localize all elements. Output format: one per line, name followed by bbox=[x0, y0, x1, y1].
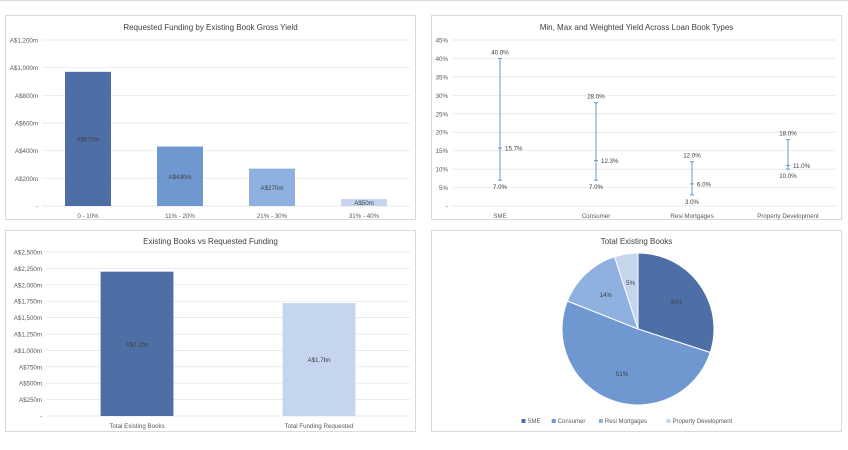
legend-swatch bbox=[598, 419, 603, 423]
y-tick-label: A$800m bbox=[15, 93, 38, 100]
bar bbox=[100, 271, 174, 416]
legend-swatch bbox=[666, 419, 671, 423]
y-tick-label: A$1,000m bbox=[14, 348, 42, 355]
y-tick-label: A$2,250m bbox=[14, 266, 42, 273]
x-tick-label: Total Funding Requested bbox=[285, 423, 354, 430]
y-tick-label: 40% bbox=[436, 56, 449, 63]
funding-by-yield-chart: Requested Funding by Existing Book Gross… bbox=[5, 15, 416, 220]
x-tick-label: 11% - 20% bbox=[165, 213, 195, 220]
bar bbox=[249, 168, 295, 206]
max-label: 28.0% bbox=[587, 94, 605, 101]
x-tick-label: Total Existing Books bbox=[109, 423, 164, 430]
y-tick-label: 20% bbox=[436, 130, 449, 137]
y-tick-label: A$1,750m bbox=[14, 299, 42, 306]
chart-title: Total Existing Books bbox=[600, 237, 673, 246]
max-label: 40.0% bbox=[491, 49, 509, 56]
y-tick-label: - bbox=[40, 414, 42, 421]
x-tick-label: 0 - 10% bbox=[77, 213, 99, 220]
y-tick-label: A$600m bbox=[15, 121, 38, 128]
min-label: 3.0% bbox=[685, 199, 700, 206]
slice-data-label: 5% bbox=[626, 280, 635, 287]
min-label: 10.0% bbox=[779, 173, 797, 180]
chart-title: Min, Max and Weighted Yield Across Loan … bbox=[539, 23, 734, 32]
min-label: 7.0% bbox=[493, 184, 508, 191]
y-tick-label: 35% bbox=[436, 74, 449, 81]
max-label: 18.0% bbox=[779, 131, 797, 138]
weighted-label: 12.3% bbox=[601, 158, 619, 165]
bar-data-label: A$430m bbox=[168, 174, 191, 181]
books-vs-funding-plot: - A$250m A$500m A$750m A$1,000m A$1,250m A$1,5… bbox=[14, 250, 410, 430]
weighted-label: 6.0% bbox=[697, 181, 712, 188]
total-existing-books-chart: Total Existing Books 30% 51% 14% 5% SME Consu… bbox=[431, 230, 842, 432]
yield-range-chart: Min, Max and Weighted Yield Across Loan … bbox=[431, 15, 842, 220]
min-label: 7.0% bbox=[589, 184, 604, 191]
y-tick-label: A$200m bbox=[15, 176, 38, 183]
y-tick-label: 45% bbox=[436, 38, 449, 45]
bar bbox=[157, 146, 203, 206]
legend-entry: Resi Mortgages bbox=[605, 419, 647, 425]
y-tick-label: A$2,000m bbox=[14, 282, 42, 289]
pie-slice bbox=[637, 252, 715, 354]
y-tick-label: A$500m bbox=[19, 381, 42, 388]
x-tick-label: 21% - 30% bbox=[257, 213, 288, 220]
bar-data-label: A$270m bbox=[260, 185, 283, 192]
y-tick-label: A$1,000m bbox=[10, 65, 38, 72]
x-tick-label: Consumer bbox=[582, 213, 611, 220]
legend-swatch bbox=[551, 419, 556, 423]
y-tick-label: A$1,250m bbox=[14, 332, 42, 339]
books-vs-funding-chart: Existing Books vs Requested Funding - A$2… bbox=[5, 230, 416, 432]
y-tick-label: A$1,200m bbox=[10, 38, 38, 45]
weighted-label: 11.0% bbox=[793, 163, 811, 170]
funding-by-yield-plot: - A$200m A$400m A$600m A$800m A$1,000m A$1,200… bbox=[10, 38, 410, 220]
yield-range-plot: - 5% 10% 15% 20% 25% 30% 35% 40% 45% 40.0% 15.7% 7.0… bbox=[436, 38, 836, 220]
x-tick-label: Resi Mortgages bbox=[670, 213, 713, 220]
bar bbox=[341, 199, 387, 206]
max-label: 12.0% bbox=[683, 153, 701, 160]
bar-data-label: A$50m bbox=[354, 200, 374, 207]
legend-entry: Consumer bbox=[558, 419, 586, 425]
slice-data-label: 30% bbox=[670, 299, 683, 306]
pie-slice bbox=[613, 252, 639, 330]
y-tick-label: A$2,500m bbox=[14, 250, 42, 257]
x-tick-label: Property Development bbox=[757, 213, 819, 220]
slice-data-label: 14% bbox=[600, 292, 613, 299]
legend-swatch bbox=[521, 419, 526, 423]
weighted-label: 15.7% bbox=[505, 146, 523, 153]
y-tick-label: 5% bbox=[439, 185, 448, 192]
total-existing-books-plot: 30% 51% 14% 5% SME Consumer Resi Mortgages Prop… bbox=[521, 252, 733, 425]
slice-data-label: 51% bbox=[616, 371, 629, 378]
bar-data-label: A$970m bbox=[76, 136, 99, 143]
bar-data-label: A$2.2bn bbox=[125, 341, 149, 348]
x-tick-label: 31% - 40% bbox=[349, 213, 380, 220]
x-tick-label: SME bbox=[493, 213, 506, 220]
bar bbox=[65, 71, 111, 206]
y-tick-label: A$250m bbox=[19, 397, 42, 404]
bar-data-label: A$1.7bn bbox=[307, 357, 331, 364]
y-tick-label: A$400m bbox=[15, 148, 38, 155]
y-tick-label: 25% bbox=[436, 111, 449, 118]
y-tick-label: 30% bbox=[436, 93, 449, 100]
y-tick-label: 15% bbox=[436, 148, 449, 155]
chart-title: Requested Funding by Existing Book Gross… bbox=[123, 23, 298, 32]
top-divider bbox=[0, 0, 848, 1]
y-tick-label: A$750m bbox=[19, 364, 42, 371]
y-tick-label: A$1,500m bbox=[14, 315, 42, 322]
y-tick-label: 10% bbox=[436, 167, 449, 174]
y-tick-label: - bbox=[36, 204, 38, 211]
chart-title: Existing Books vs Requested Funding bbox=[143, 237, 278, 246]
legend-entry: SME bbox=[528, 419, 541, 425]
bar bbox=[282, 303, 356, 416]
legend-entry: Property Development bbox=[673, 419, 733, 425]
pie-slice bbox=[561, 300, 711, 406]
y-tick-label: - bbox=[446, 204, 448, 211]
